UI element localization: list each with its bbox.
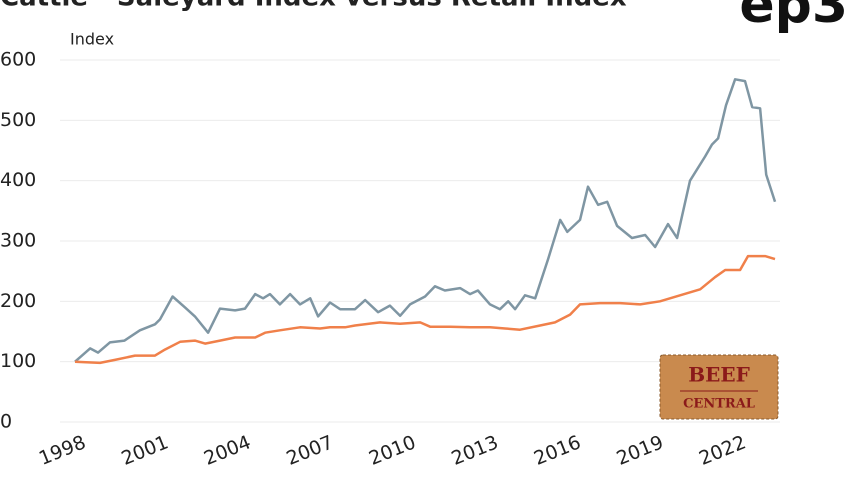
badge-text: BEEF bbox=[688, 363, 750, 387]
x-tick-label: 2019 bbox=[613, 431, 666, 470]
y-tick-label: 600 bbox=[0, 49, 36, 71]
y-tick-label: 500 bbox=[0, 109, 36, 131]
badge-text: CENTRAL bbox=[683, 397, 755, 412]
chart-title: Cattle - Saleyard Index versus Retail In… bbox=[0, 0, 627, 13]
x-tick-label: 2001 bbox=[118, 431, 171, 470]
y-tick-label: 200 bbox=[0, 290, 36, 312]
badge-bg bbox=[659, 354, 779, 420]
x-tick-label: 2010 bbox=[366, 431, 419, 470]
y-tick-label: 100 bbox=[0, 350, 36, 372]
x-tick-label: 2007 bbox=[283, 431, 336, 470]
x-tick-label: 2016 bbox=[531, 431, 584, 470]
y-tick-label: 300 bbox=[0, 230, 36, 252]
series-line bbox=[74, 78, 777, 363]
badge: BEEF CENTRAL bbox=[659, 354, 779, 420]
series-line bbox=[74, 254, 776, 365]
y-axis-label: Index bbox=[70, 30, 114, 49]
x-tick-label: 2022 bbox=[696, 431, 749, 470]
x-tick-label: 1998 bbox=[36, 431, 89, 470]
x-tick-label: 2013 bbox=[448, 431, 501, 470]
y-tick-label: 0 bbox=[0, 411, 12, 433]
x-tick-label: 2004 bbox=[201, 431, 254, 470]
y-tick-label: 400 bbox=[0, 169, 36, 191]
brand-logo: ep3 bbox=[739, 0, 848, 35]
